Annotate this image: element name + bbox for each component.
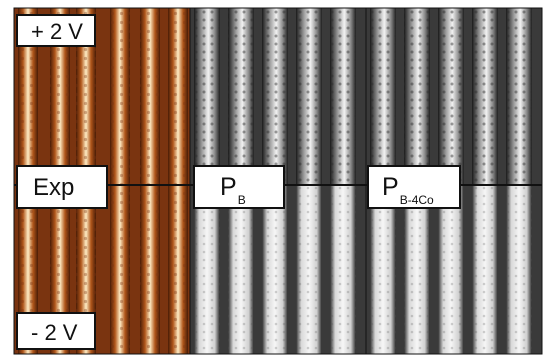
bias-label-negative: - 2 V [16,312,96,350]
texture-stripe [506,186,532,354]
bias-label-positive: + 2 V [16,14,96,47]
pb-label-main: P [220,173,237,201]
texture-stripe [472,8,498,185]
pb-4co-label-main: P [382,173,399,201]
texture-stripe [438,186,464,354]
exp-label: Exp [16,165,108,209]
texture-stripe [404,8,430,185]
texture-stripe [262,186,288,354]
texture-stripe [506,8,532,185]
texture-stripe [296,186,322,354]
texture-stripe [228,8,254,185]
exp-label-text: Exp [33,174,75,201]
texture-stripe [110,8,130,354]
bias-label-negative-text: - 2 V [31,320,78,345]
texture-stripe [370,186,396,354]
figure-border [13,7,543,355]
bias-label-positive-text: + 2 V [31,19,83,44]
texture-stripe [262,8,288,185]
texture-stripe [330,8,356,185]
texture-stripe [140,8,160,354]
texture-stripe [330,186,356,354]
pb-label-sub: B [237,193,246,207]
texture-stripe [370,8,396,185]
texture-stripe [194,8,220,185]
pb-label: PB [193,165,285,209]
texture-stripe [404,186,430,354]
texture-stripe [296,8,322,185]
pb-4co-label: PB-4Co [367,165,461,209]
texture-stripe [228,186,254,354]
pb-4co-label-sub: B-4Co [399,193,434,207]
texture-stripe [194,186,220,354]
experimental-panel [14,8,190,354]
texture-stripe [168,8,188,354]
texture-stripe [438,8,464,185]
texture-stripe [472,186,498,354]
